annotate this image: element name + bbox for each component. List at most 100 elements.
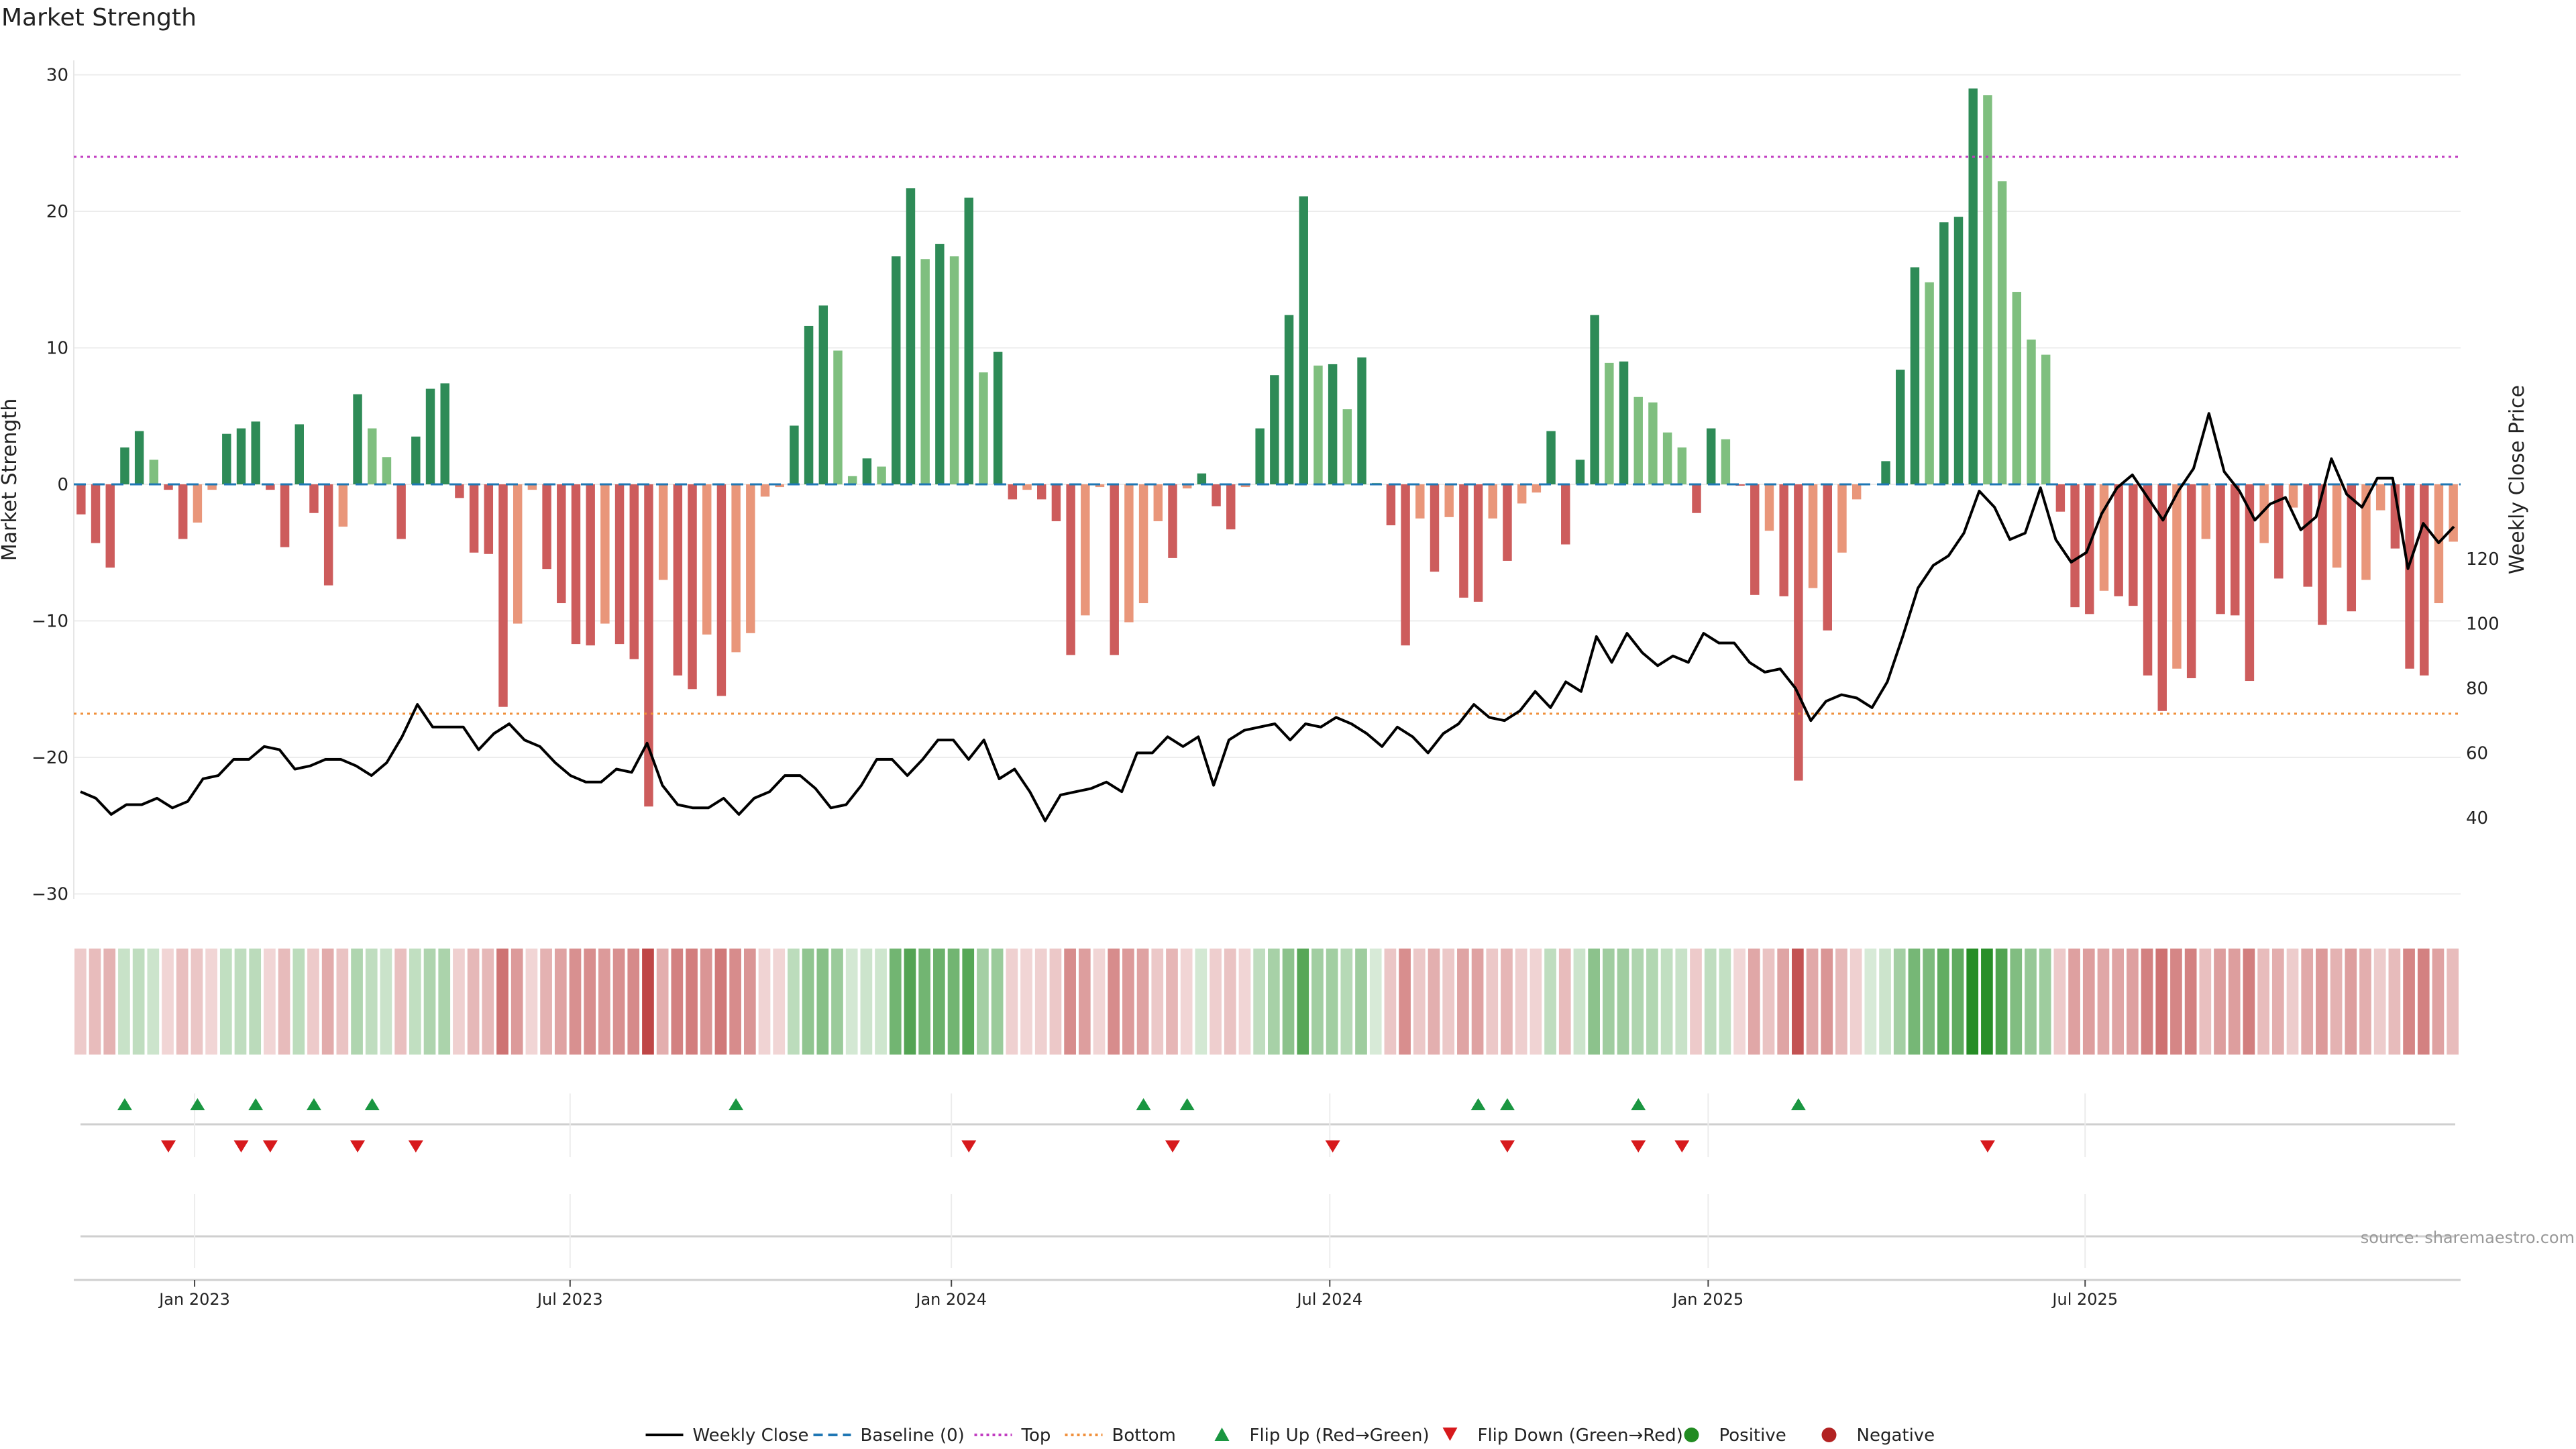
flip-down-marker <box>1165 1140 1180 1152</box>
flip-up-marker <box>364 1098 380 1110</box>
heat-cell <box>1210 949 1222 1055</box>
heat-cell <box>904 949 916 1055</box>
heat-cell <box>2432 949 2445 1055</box>
heat-cell <box>307 949 319 1055</box>
strength-bar <box>2012 292 2022 484</box>
strength-bar <box>993 352 1003 484</box>
strength-bar <box>2259 484 2269 543</box>
heat-cell <box>496 949 508 1055</box>
strength-bar <box>2303 484 2312 587</box>
strength-bar <box>498 484 508 707</box>
strength-bar <box>411 436 421 484</box>
strength-bar <box>1444 484 1454 517</box>
heat-cell <box>1558 949 1571 1055</box>
strength-bar <box>1386 484 1396 526</box>
heat-cell <box>1690 949 1702 1055</box>
heat-cell <box>977 949 989 1055</box>
strength-bar <box>1328 364 1338 484</box>
heat-cell <box>1966 949 1979 1055</box>
strength-bar <box>1633 396 1643 484</box>
heat-cell <box>1951 949 1964 1055</box>
y2-tick-label: 40 <box>2466 808 2488 828</box>
strength-bar <box>892 256 901 484</box>
heat-cell <box>2082 949 2095 1055</box>
heat-cell <box>773 949 786 1055</box>
strength-bar <box>935 244 945 484</box>
heat-cell <box>947 949 960 1055</box>
strength-bar <box>644 484 653 807</box>
heat-cell <box>1864 949 1877 1055</box>
heat-cell <box>2053 949 2066 1055</box>
heat-cell <box>1937 949 1949 1055</box>
heat-cell <box>1923 949 1935 1055</box>
strength-bar <box>702 484 712 635</box>
strength-bar <box>2129 484 2138 606</box>
strength-bar <box>906 188 916 484</box>
heat-cell <box>147 949 160 1055</box>
x-tick-label: Jul 2023 <box>536 1290 603 1309</box>
flip-up-marker <box>1136 1098 1151 1110</box>
strength-bar <box>1503 484 1512 561</box>
strength-bar <box>513 484 523 624</box>
strength-bar <box>1299 196 1308 484</box>
heat-cell <box>1529 949 1542 1055</box>
strength-bar <box>1226 484 1236 530</box>
strength-bar <box>1313 365 1323 484</box>
flip-down-marker <box>961 1140 977 1152</box>
heat-cell <box>321 949 334 1055</box>
strength-bar <box>775 484 784 488</box>
heat-cell <box>2039 949 2051 1055</box>
heat-cell <box>1762 949 1775 1055</box>
weekly-close-layer <box>80 412 2455 822</box>
heat-cell <box>205 949 217 1055</box>
heat-cell <box>2184 949 2197 1055</box>
strength-bar <box>1095 484 1105 488</box>
y2-axis-label: Weekly Close Price <box>2506 385 2529 574</box>
heat-cell <box>2141 949 2153 1055</box>
heat-cell <box>292 949 305 1055</box>
strength-bar <box>368 428 377 484</box>
strength-bar <box>1284 315 1294 484</box>
x-tick-label: Jan 2024 <box>914 1290 987 1309</box>
strength-bar <box>294 424 304 484</box>
strength-bar <box>557 484 566 604</box>
heat-cell <box>1224 949 1236 1055</box>
heat-cell <box>2068 949 2080 1055</box>
strength-bar <box>1066 484 1075 655</box>
strength-bar <box>586 484 595 646</box>
strength-bar <box>1532 484 1542 493</box>
heat-cell <box>1471 949 1484 1055</box>
strength-bar <box>1517 484 1527 504</box>
heat-cell <box>1399 949 1411 1055</box>
strength-bar <box>91 484 101 543</box>
heat-cell <box>1108 949 1120 1055</box>
strength-bar <box>1401 484 1410 646</box>
heat-cell <box>162 949 174 1055</box>
heat-cell <box>1166 949 1178 1055</box>
heat-cell <box>1282 949 1295 1055</box>
strength-bar <box>1939 222 1949 484</box>
strength-bar <box>673 484 683 676</box>
flip-up-marker <box>1499 1098 1515 1110</box>
heat-cell <box>2127 949 2139 1055</box>
strength-bar <box>1925 282 1934 484</box>
strength-bar <box>949 256 959 484</box>
legend-swatch <box>1821 1428 1837 1442</box>
strength-bar <box>731 484 741 653</box>
heat-cell <box>569 949 582 1055</box>
strength-bar <box>920 259 930 484</box>
heat-cell <box>1631 949 1644 1055</box>
strength-bar <box>1168 484 1177 558</box>
strength-bar <box>280 484 290 547</box>
heat-cell <box>1093 949 1106 1055</box>
strength-bar <box>571 484 581 645</box>
legend-swatch <box>1214 1428 1230 1441</box>
heat-cell <box>103 949 116 1055</box>
legend-swatch <box>1684 1428 1699 1442</box>
strength-bar <box>164 484 173 490</box>
heat-cell <box>365 949 378 1055</box>
strength-bar <box>600 484 610 624</box>
heat-cell <box>2286 949 2299 1055</box>
strength-bar <box>484 484 494 554</box>
